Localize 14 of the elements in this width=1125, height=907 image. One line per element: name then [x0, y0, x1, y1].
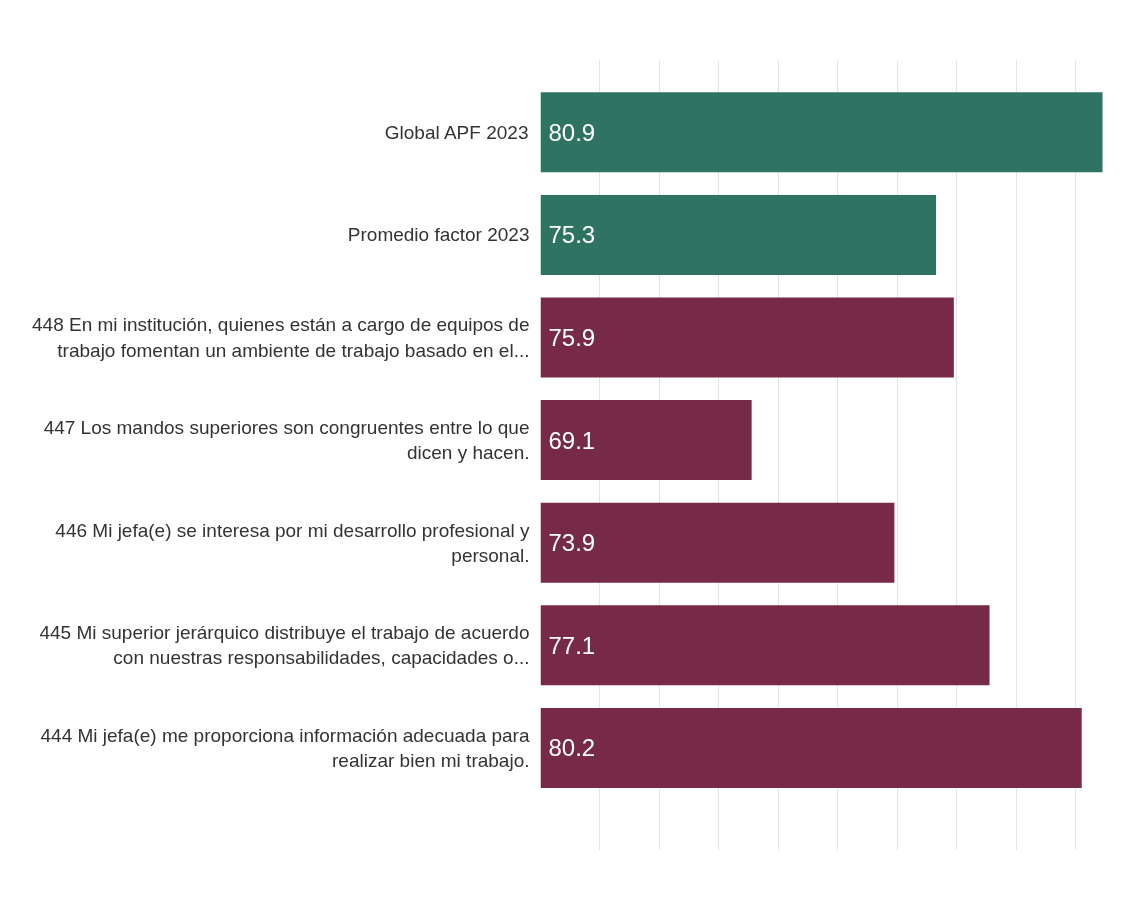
y-tick-label: 446 Mi jefa(e) se interesa por mi desarrollo profesional y personal.: [55, 519, 530, 566]
y-tick-label: Global APF 2023: [384, 121, 529, 143]
data-label: 69.1: [548, 426, 596, 454]
y-tick-label: 445 Mi superior jerárquico distribuye el trabajo de acuerdo con nuestras responsabilidades, capacidades o...: [39, 622, 530, 669]
y-tick-label: Promedio factor 2023: [347, 224, 530, 246]
data-label: 75.9: [548, 324, 596, 352]
y-tick-label: 447 Los mandos superiores son congruentes entre lo que dicen y hacen.: [43, 417, 530, 464]
y-tick-label: 444 Mi jefa(e) me proporciona información adecuada para realizar bien mi trabajo.: [40, 724, 530, 771]
data-label: 73.9: [548, 529, 596, 557]
data-label: 75.3: [548, 221, 596, 249]
data-label: 80.2: [548, 734, 596, 762]
y-tick-label: 448 En mi institución, quienes están a cargo de equipos de trabajo fomentan un ambiente de trabajo basado en el...: [32, 314, 530, 361]
data-label: 77.1: [548, 631, 596, 659]
data-label: 80.9: [548, 118, 596, 146]
